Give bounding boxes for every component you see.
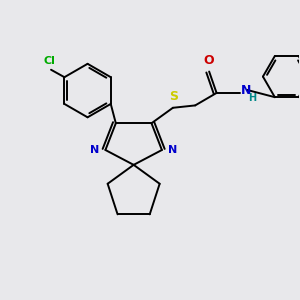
Text: N: N: [90, 145, 99, 155]
Text: Cl: Cl: [44, 56, 56, 66]
Text: N: N: [241, 84, 251, 97]
Text: N: N: [168, 145, 178, 155]
Text: S: S: [169, 90, 178, 103]
Text: O: O: [203, 54, 214, 67]
Text: H: H: [248, 93, 256, 103]
